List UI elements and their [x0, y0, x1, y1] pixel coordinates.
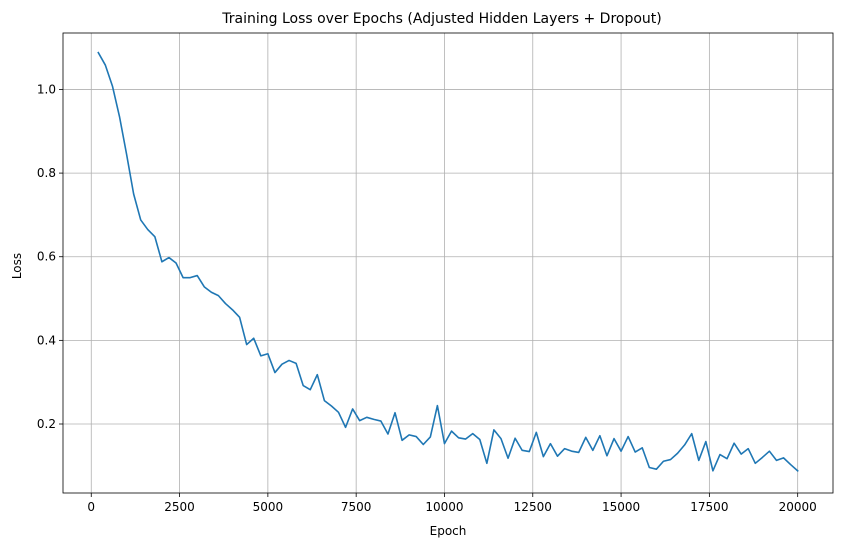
y-tick-label: 0.2: [37, 417, 56, 431]
x-axis-label: Epoch: [430, 524, 467, 538]
y-tick-label: 0.8: [37, 166, 56, 180]
y-tick-label: 1.0: [37, 82, 56, 96]
x-tick-label: 7500: [341, 500, 372, 514]
y-axis-label: Loss: [10, 253, 24, 279]
x-tick-label: 10000: [425, 500, 463, 514]
x-tick-label: 20000: [779, 500, 817, 514]
y-tick-label: 0.4: [37, 333, 56, 347]
x-tick-label: 17500: [690, 500, 728, 514]
x-tick-label: 15000: [602, 500, 640, 514]
x-tick-label: 2500: [164, 500, 195, 514]
y-tick-label: 0.6: [37, 250, 56, 264]
x-tick-label: 5000: [253, 500, 284, 514]
x-tick-label: 0: [87, 500, 95, 514]
chart-title: Training Loss over Epochs (Adjusted Hidd…: [221, 11, 661, 27]
x-tick-label: 12500: [514, 500, 552, 514]
